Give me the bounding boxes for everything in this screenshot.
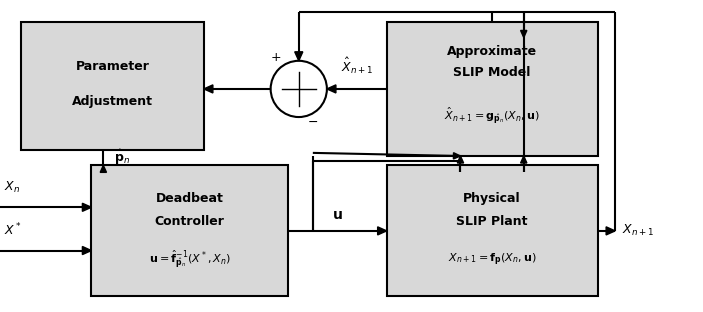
Text: Deadbeat: Deadbeat <box>156 192 224 205</box>
Circle shape <box>271 61 327 117</box>
Polygon shape <box>521 156 527 163</box>
Text: SLIP Model: SLIP Model <box>453 66 531 79</box>
Polygon shape <box>204 85 213 93</box>
Polygon shape <box>458 156 463 163</box>
Text: $X^*$: $X^*$ <box>4 222 21 238</box>
Text: $\hat{X}_{n+1} = \mathbf{g}_{\hat{\mathbf{p}}_n}(X_n, \mathbf{u})$: $\hat{X}_{n+1} = \mathbf{g}_{\hat{\mathb… <box>444 105 540 126</box>
Text: $X_n$: $X_n$ <box>4 180 20 195</box>
Text: $\hat{\mathbf{p}}_n$: $\hat{\mathbf{p}}_n$ <box>114 148 130 167</box>
Bar <box>91 165 288 296</box>
Text: Controller: Controller <box>155 215 225 228</box>
Text: Parameter: Parameter <box>75 60 150 73</box>
Polygon shape <box>327 85 336 93</box>
Text: Physical: Physical <box>463 192 521 205</box>
Text: $X_{n+1}$: $X_{n+1}$ <box>622 223 654 238</box>
Text: $\mathbf{u} = \hat{\mathbf{f}}^{-1}_{\hat{\mathbf{p}}_n}(X^*, X_n)$: $\mathbf{u} = \hat{\mathbf{f}}^{-1}_{\ha… <box>148 248 231 271</box>
Text: −: − <box>308 116 318 129</box>
Polygon shape <box>82 203 91 211</box>
Polygon shape <box>606 227 615 235</box>
Polygon shape <box>378 227 387 235</box>
Text: $\mathbf{u}$: $\mathbf{u}$ <box>332 207 343 222</box>
Text: SLIP Plant: SLIP Plant <box>456 215 528 228</box>
Text: +: + <box>271 51 282 65</box>
Text: $\hat{X}_{n+1}$: $\hat{X}_{n+1}$ <box>341 56 373 76</box>
Polygon shape <box>82 246 91 255</box>
Polygon shape <box>521 31 527 37</box>
Text: Approximate: Approximate <box>447 45 537 58</box>
Bar <box>387 22 598 156</box>
Bar <box>387 165 598 296</box>
Polygon shape <box>295 52 303 61</box>
Bar <box>21 22 204 150</box>
Text: $X_{n+1} = \mathbf{f}_{\mathbf{p}}(X_n, \mathbf{u})$: $X_{n+1} = \mathbf{f}_{\mathbf{p}}(X_n, … <box>448 251 536 268</box>
Text: Adjustment: Adjustment <box>72 95 153 108</box>
Polygon shape <box>453 153 460 159</box>
Polygon shape <box>101 165 106 172</box>
